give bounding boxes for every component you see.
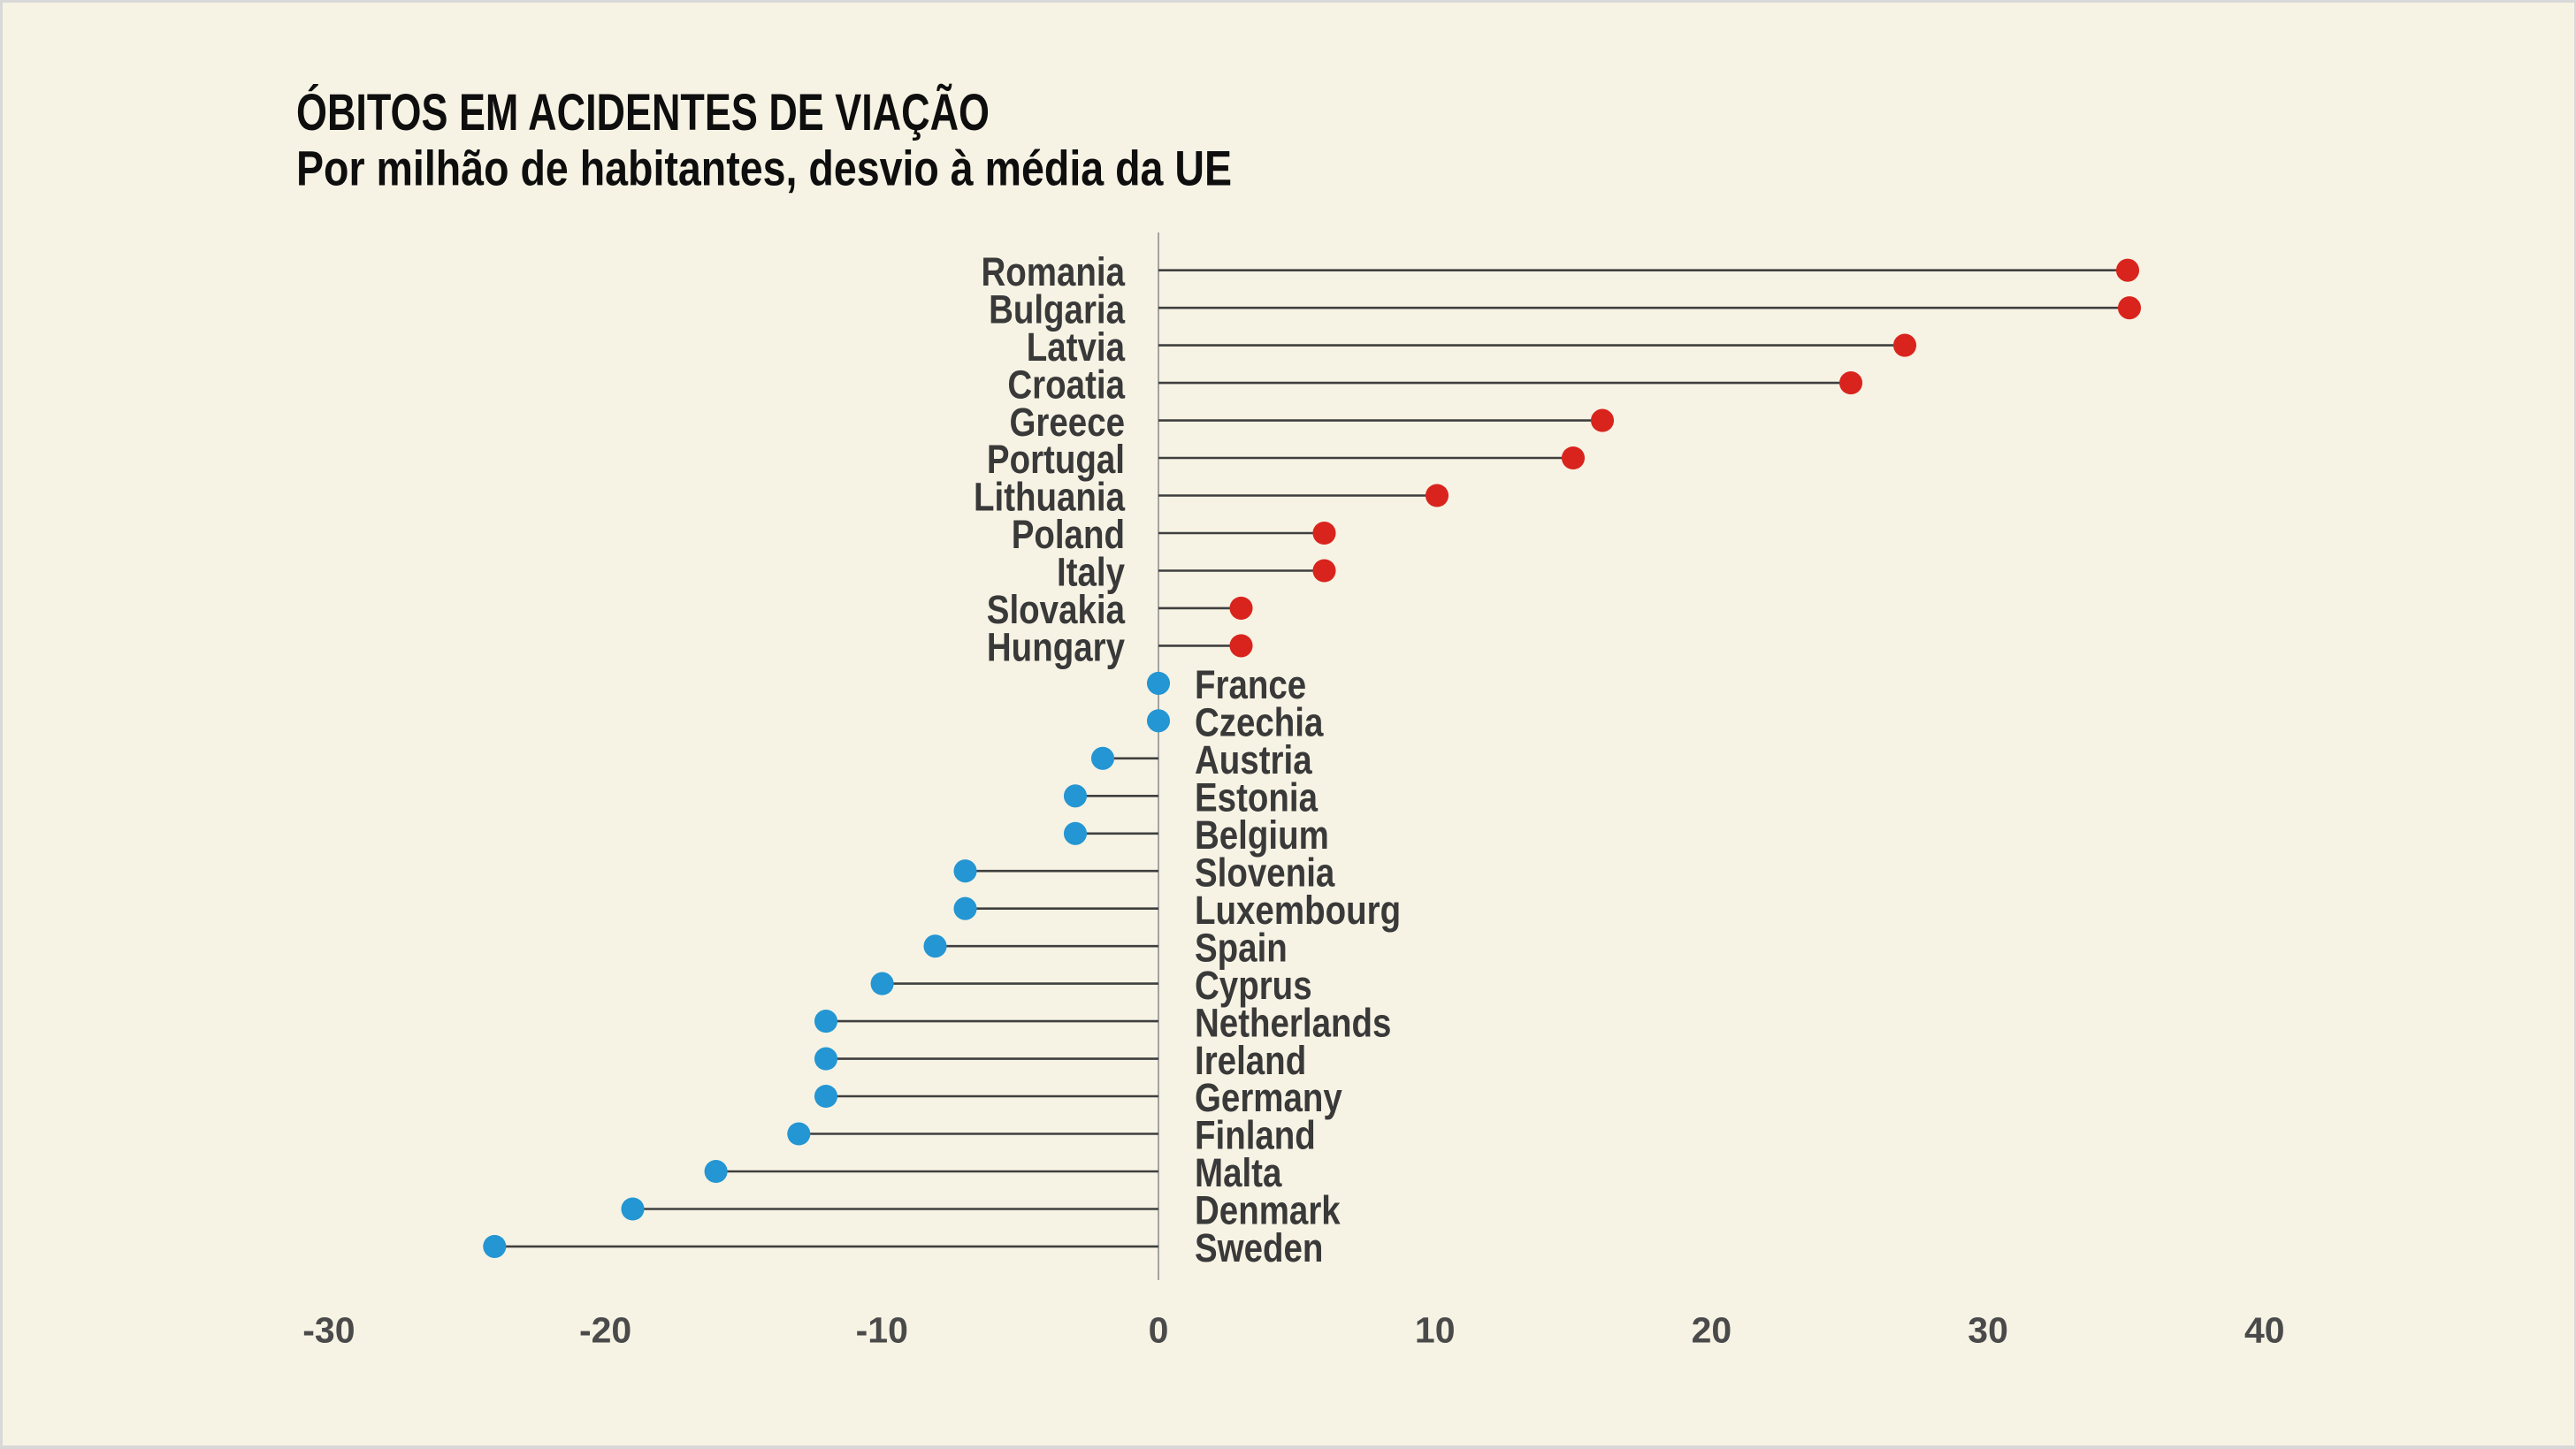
svg-text:-20: -20 [579,1310,631,1351]
svg-text:Italy: Italy [1057,550,1125,595]
svg-text:Poland: Poland [1012,512,1125,557]
svg-text:Netherlands: Netherlands [1195,1000,1391,1045]
svg-text:Germany: Germany [1195,1075,1342,1120]
svg-text:Cyprus: Cyprus [1195,963,1312,1008]
svg-text:Luxembourg: Luxembourg [1195,888,1401,933]
svg-text:Estonia: Estonia [1195,775,1319,820]
svg-text:Denmark: Denmark [1195,1188,1342,1233]
svg-text:Latvia: Latvia [1027,324,1126,370]
svg-text:Spain: Spain [1195,925,1288,970]
svg-text:20: 20 [1692,1310,1732,1351]
svg-text:Croatia: Croatia [1007,362,1125,407]
svg-text:Finland: Finland [1195,1113,1316,1158]
svg-text:Austria: Austria [1195,737,1312,782]
svg-text:Slovenia: Slovenia [1195,850,1335,895]
svg-text:Bulgaria: Bulgaria [989,286,1126,332]
svg-text:40: 40 [2244,1310,2285,1351]
svg-text:Malta: Malta [1195,1150,1282,1195]
svg-text:Por milhão de habitantes, desv: Por milhão de habitantes, desvio à média… [296,140,1232,195]
svg-text:Romania: Romania [982,249,1126,294]
svg-text:Portugal: Portugal [987,437,1125,482]
svg-text:Belgium: Belgium [1195,812,1329,858]
svg-text:Lithuania: Lithuania [974,475,1126,520]
svg-text:France: France [1195,662,1306,707]
svg-text:ÓBITOS EM ACIDENTES DE VIAÇÃO: ÓBITOS EM ACIDENTES DE VIAÇÃO [296,84,990,141]
svg-text:-10: -10 [856,1310,908,1351]
svg-text:30: 30 [1968,1310,2008,1351]
svg-text:Czechia: Czechia [1195,700,1324,745]
svg-text:-30: -30 [302,1310,355,1351]
svg-text:0: 0 [1149,1310,1169,1351]
svg-text:Ireland: Ireland [1195,1038,1306,1083]
svg-text:Greece: Greece [1010,400,1126,445]
svg-text:10: 10 [1415,1310,1456,1351]
svg-text:Hungary: Hungary [987,625,1125,670]
svg-text:Slovakia: Slovakia [987,587,1126,632]
svg-text:Sweden: Sweden [1195,1225,1323,1270]
